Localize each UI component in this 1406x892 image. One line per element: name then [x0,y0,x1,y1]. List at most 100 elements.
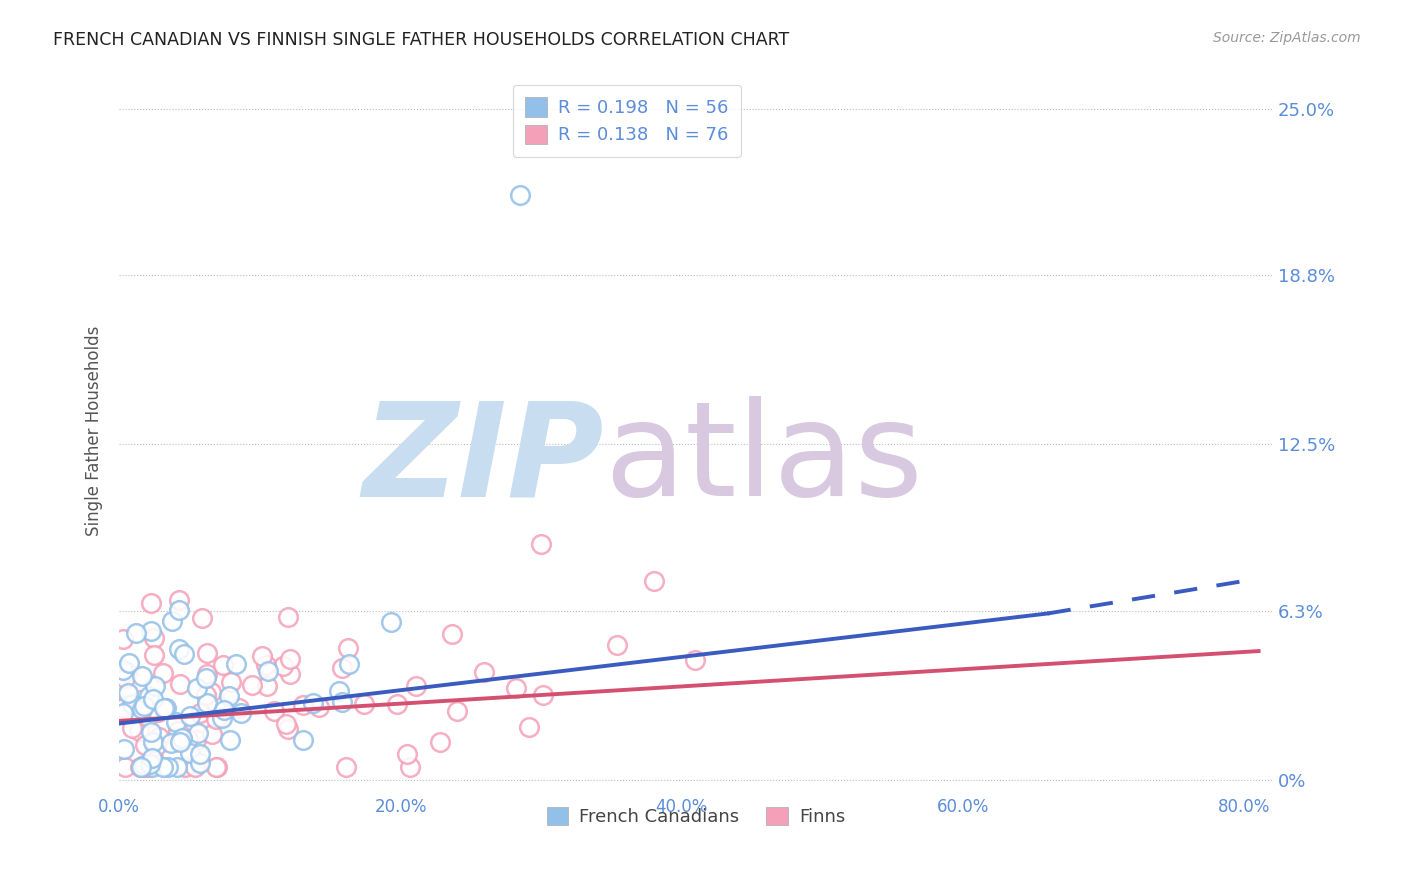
Point [278,652,301,666]
Point [685,653,707,667]
Point [132,698,155,713]
Point [128,723,150,738]
Point [141,624,163,639]
Point [131,759,153,773]
Point [129,759,152,773]
Point [472,665,495,679]
Point [257,664,280,678]
Point [380,615,402,629]
Point [141,759,163,773]
Point [274,716,297,731]
Point [200,685,222,699]
Point [129,693,152,707]
Point [134,759,156,773]
Point [183,759,205,773]
Point [385,697,408,711]
Point [186,681,208,696]
Point [134,757,156,772]
Point [195,696,218,710]
Point [292,732,315,747]
Point [177,732,200,747]
Point [219,674,242,689]
Point [167,602,190,616]
Point [138,690,160,704]
Point [167,593,190,607]
Point [207,759,229,773]
Point [121,697,143,711]
Point [308,700,330,714]
Point [225,657,247,671]
Point [131,702,153,716]
Point [191,610,214,624]
Point [505,681,527,695]
Point [201,727,224,741]
Point [121,721,143,735]
Point [188,706,211,720]
Point [152,759,174,773]
Point [155,701,177,715]
Point [399,759,422,773]
Point [353,697,375,711]
Point [152,701,174,715]
Point [256,679,278,693]
Text: atlas: atlas [603,396,922,524]
Point [197,667,219,681]
Point [125,626,148,640]
Point [263,704,285,718]
Point [174,759,197,773]
Point [184,733,207,747]
Text: ZIP: ZIP [363,396,603,524]
Point [141,751,163,765]
Point [114,759,136,773]
Point [148,705,170,719]
Point [170,731,193,746]
Point [332,695,354,709]
Point [134,738,156,752]
Point [112,706,135,720]
Point [160,614,183,628]
Point [291,698,314,713]
Point [112,632,135,646]
Point [337,657,360,671]
Text: Source: ZipAtlas.com: Source: ZipAtlas.com [1213,31,1361,45]
Point [212,703,235,717]
Point [441,627,464,641]
Point [167,729,190,743]
Point [271,659,294,673]
Point [114,671,136,685]
Point [204,759,226,773]
Point [229,706,252,720]
Point [328,683,350,698]
Point [134,759,156,773]
Point [446,704,468,718]
Point [219,733,242,747]
Point [169,677,191,691]
Point [254,657,277,672]
Point [179,709,201,723]
Point [173,647,195,661]
Point [218,690,240,704]
Point [166,759,188,773]
Point [211,711,233,725]
Point [337,640,360,655]
Point [136,710,159,724]
Point [335,759,357,773]
Point [167,723,190,738]
Point [114,698,136,713]
Point [605,638,627,652]
Point [195,688,218,702]
Point [187,726,209,740]
Point [228,701,250,715]
Point [134,759,156,773]
Point [531,688,554,702]
Point [530,537,553,551]
Point [643,574,665,589]
Point [302,696,325,710]
Legend: French Canadians, Finns: French Canadians, Finns [537,797,855,835]
Point [159,736,181,750]
Point [188,747,211,762]
Point [250,648,273,663]
Point [517,720,540,734]
Point [141,724,163,739]
Y-axis label: Single Father Households: Single Father Households [86,326,103,536]
